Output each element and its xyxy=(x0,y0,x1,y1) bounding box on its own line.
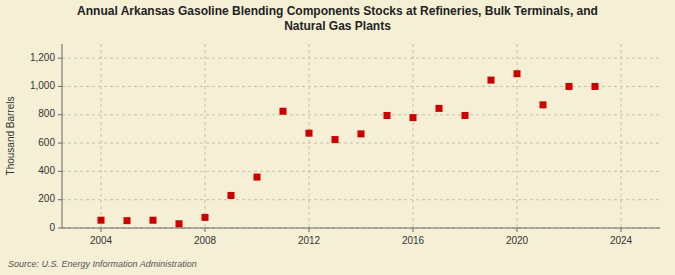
point xyxy=(384,112,391,119)
point xyxy=(462,112,469,119)
grid-line xyxy=(62,114,660,115)
tick-label: 2020 xyxy=(506,235,529,246)
point xyxy=(592,83,599,90)
point xyxy=(488,77,495,84)
title-line: Annual Arkansas Gasoline Blending Compon… xyxy=(77,4,598,18)
tick-mark xyxy=(58,228,62,229)
grid-line xyxy=(62,143,660,144)
title-line: Natural Gas Plants xyxy=(284,19,391,33)
grid-line xyxy=(62,228,660,229)
point xyxy=(306,130,313,137)
point xyxy=(280,108,287,115)
points xyxy=(98,70,599,227)
tick-mark xyxy=(58,86,62,87)
point xyxy=(98,217,105,224)
grid-line xyxy=(413,44,414,228)
tick-label: 400 xyxy=(38,165,55,176)
tick-label: 200 xyxy=(38,193,55,204)
grid-line xyxy=(62,199,660,200)
tick-label: 800 xyxy=(38,108,55,119)
grid-line xyxy=(101,44,102,228)
tick-label: 2012 xyxy=(298,235,321,246)
tick-mark xyxy=(413,228,414,232)
tick-mark xyxy=(621,228,622,232)
tick-label: 0 xyxy=(49,222,55,233)
point xyxy=(514,70,521,77)
y-axis-label: Thousand Barrels xyxy=(5,97,16,176)
tick-label: 1,200 xyxy=(30,52,55,63)
tick-mark xyxy=(101,228,102,232)
grid-line xyxy=(62,58,660,59)
axes: 0 200 400 600 800 1,000 1,200 2004 2008 2012 2016 2… xyxy=(30,44,660,246)
point xyxy=(202,214,209,221)
tick-label: 1,000 xyxy=(30,80,55,91)
point xyxy=(176,220,183,227)
tick-mark xyxy=(205,228,206,232)
tick-mark xyxy=(517,228,518,232)
background xyxy=(0,0,675,275)
point xyxy=(228,192,235,199)
point xyxy=(358,130,365,137)
tick-label: 2008 xyxy=(194,235,217,246)
tick-mark xyxy=(58,114,62,115)
tick-label: 2016 xyxy=(402,235,425,246)
y-axis-line xyxy=(62,44,63,228)
grid xyxy=(62,44,660,228)
point xyxy=(332,136,339,143)
point xyxy=(410,114,417,121)
tick-mark xyxy=(58,171,62,172)
chart: 0 200 400 600 800 1,000 1,200 2004 2008 2012 2016 2… xyxy=(0,0,675,275)
annotation: Source: U.S. Energy Information Administ… xyxy=(8,259,197,269)
x-axis-line xyxy=(62,228,660,229)
tick-label: 2004 xyxy=(90,235,113,246)
point xyxy=(540,101,547,108)
tick-mark xyxy=(58,199,62,200)
point xyxy=(150,217,157,224)
point xyxy=(254,174,261,181)
tick-mark xyxy=(58,143,62,144)
grid-line xyxy=(621,44,622,228)
point xyxy=(124,217,131,224)
point xyxy=(436,105,443,112)
grid-line xyxy=(62,171,660,172)
grid-line xyxy=(205,44,206,228)
tick-mark xyxy=(309,228,310,232)
title: Annual Arkansas Gasoline Blending Compon… xyxy=(77,4,598,33)
tick-label: 2024 xyxy=(610,235,633,246)
tick-label: 600 xyxy=(38,137,55,148)
tick-mark xyxy=(58,58,62,59)
point xyxy=(566,83,573,90)
